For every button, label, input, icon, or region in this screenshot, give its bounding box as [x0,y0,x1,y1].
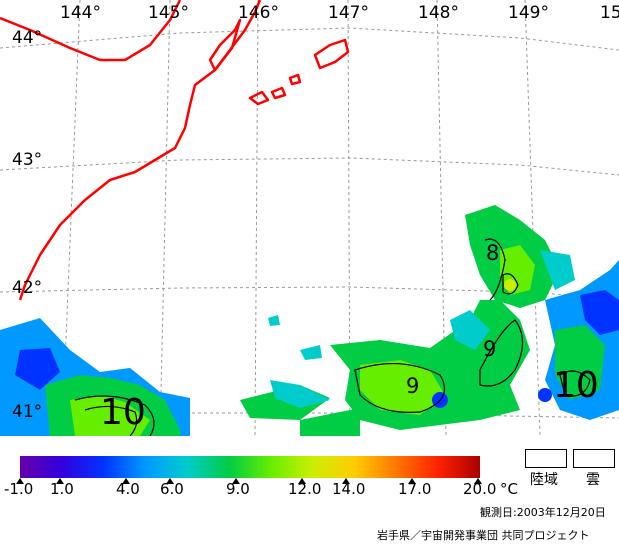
colorbar-tick [408,478,416,484]
colorbar-tick [166,478,174,484]
longitude-label: 147° [328,3,369,23]
colorbar-tick [298,478,306,484]
colorbar-tick [232,478,240,484]
colorbar-unit: °C [500,480,518,498]
contour-label: 9 [406,374,420,398]
contour-label: 8 [486,241,500,265]
colorbar [20,456,480,478]
colorbar-label: 9.0 [226,480,250,498]
land-legend-label: 陸域 [530,472,558,488]
contour-label: 9 [483,337,497,361]
sst-map: 144° 145° 146° 147° 148° 149° 15 44° 43°… [0,0,619,436]
colorbar-label: 14.0 [332,480,366,498]
colorbar-tick [342,478,350,484]
latitude-label: 43° [12,150,43,170]
colorbar-tick [56,478,64,484]
isotherms [74,238,591,436]
colorbar-label: 6.0 [160,480,184,498]
colorbar-label: -1.0 [4,480,34,498]
cloud-legend-label: 雲 [586,472,600,488]
colorbar-label: 12.0 [288,480,322,498]
colorbar-label: 20.0 [463,480,497,498]
cloud-legend-swatch [573,449,615,468]
longitude-label: 146° [238,3,279,23]
colorbar-tick [16,478,24,484]
colorbar-label: 1.0 [50,480,74,498]
latitude-label: 44° [12,28,43,48]
longitude-label: 145° [148,3,189,23]
longitude-label: 149° [508,3,549,23]
colorbar-tick [122,478,130,484]
coastline [0,0,350,301]
contour-label: 10 [553,365,599,406]
longitude-label: 144° [60,3,101,23]
land-legend-swatch [525,449,567,468]
longitude-label: 148° [418,3,459,23]
colorbar-tick [474,478,482,484]
observation-date: 観測日:2003年12月20日 [480,506,606,519]
credit-line: 岩手県／宇宙開発事業団 共同プロジェクト [377,529,590,542]
longitude-label: 15 [600,3,619,23]
colorbar-label: 4.0 [116,480,140,498]
latitude-label: 42° [12,278,43,298]
map-canvas [0,0,619,436]
contour-label: 10 [100,392,146,433]
colorbar-label: 17.0 [398,480,432,498]
latitude-label: 41° [12,402,43,422]
sst-field [0,205,619,436]
